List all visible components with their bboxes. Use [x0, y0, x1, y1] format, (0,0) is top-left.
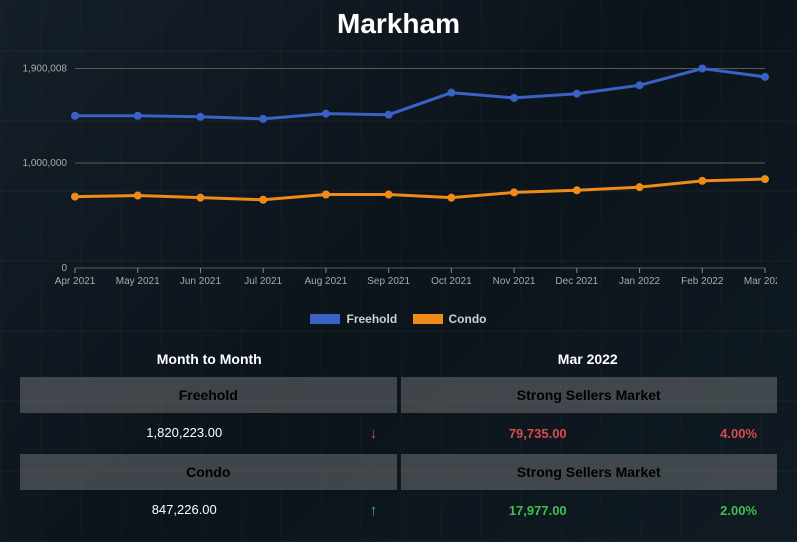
svg-text:Jun 2021: Jun 2021: [180, 276, 222, 287]
table-header-row: Month to Month Mar 2022: [20, 341, 777, 377]
svg-text:Aug 2021: Aug 2021: [304, 276, 347, 287]
legend-label-condo: Condo: [449, 312, 487, 326]
page-title: Markham: [0, 0, 797, 40]
summary-table: Month to Month Mar 2022 Freehold Strong …: [20, 341, 777, 531]
svg-text:Oct 2021: Oct 2021: [431, 276, 472, 287]
down-arrow-icon: ↓: [349, 425, 399, 442]
svg-text:1,900,008: 1,900,008: [23, 63, 68, 74]
svg-text:Mar 2022: Mar 2022: [744, 276, 777, 287]
svg-text:Dec 2021: Dec 2021: [555, 276, 598, 287]
table-header-right: Mar 2022: [399, 341, 778, 377]
pct-value-condo: 2.00%: [677, 503, 777, 518]
section-status-condo: Strong Sellers Market: [401, 454, 778, 490]
price-value-freehold: 1,820,223.00: [20, 425, 349, 442]
price-value-condo: 847,226.00: [20, 502, 349, 519]
legend-swatch-condo: [413, 314, 443, 324]
section-label-freehold: Freehold: [20, 377, 397, 413]
section-label-condo: Condo: [20, 454, 397, 490]
table-data-row: 847,226.00 ↑ 17,977.00 2.00%: [20, 490, 777, 531]
table-header-left: Month to Month: [20, 341, 399, 377]
pct-value-freehold: 4.00%: [677, 426, 777, 441]
table-section-row: Freehold Strong Sellers Market: [20, 377, 777, 413]
svg-text:Jan 2022: Jan 2022: [619, 276, 661, 287]
svg-text:Sep 2021: Sep 2021: [367, 276, 410, 287]
section-status-freehold: Strong Sellers Market: [401, 377, 778, 413]
svg-text:1,000,000: 1,000,000: [23, 158, 68, 169]
svg-text:May 2021: May 2021: [116, 276, 160, 287]
chart-legend: Freehold Condo: [0, 312, 797, 327]
svg-text:Apr 2021: Apr 2021: [55, 276, 96, 287]
svg-text:0: 0: [61, 263, 67, 274]
table-data-row: 1,820,223.00 ↓ 79,735.00 4.00%: [20, 413, 777, 454]
delta-value-freehold: 79,735.00: [399, 426, 678, 441]
table-section-row: Condo Strong Sellers Market: [20, 454, 777, 490]
delta-value-condo: 17,977.00: [399, 503, 678, 518]
content-root: Markham 0 1,000,000 1,900,008 Apr 2021 May 2…: [0, 0, 797, 542]
up-arrow-icon: ↑: [349, 502, 399, 519]
legend-swatch-freehold: [310, 314, 340, 324]
legend-label-freehold: Freehold: [346, 312, 397, 326]
svg-text:Nov 2021: Nov 2021: [493, 276, 536, 287]
legend-item-condo: Condo: [413, 312, 487, 326]
price-chart: 0 1,000,000 1,900,008 Apr 2021 May 2021 Jun 2…: [20, 48, 777, 308]
chart-svg: 0 1,000,000 1,900,008 Apr 2021 May 2021 Jun 2…: [20, 48, 777, 308]
svg-text:Jul 2021: Jul 2021: [244, 276, 282, 287]
legend-item-freehold: Freehold: [310, 312, 397, 326]
svg-text:Feb 2022: Feb 2022: [681, 276, 724, 287]
